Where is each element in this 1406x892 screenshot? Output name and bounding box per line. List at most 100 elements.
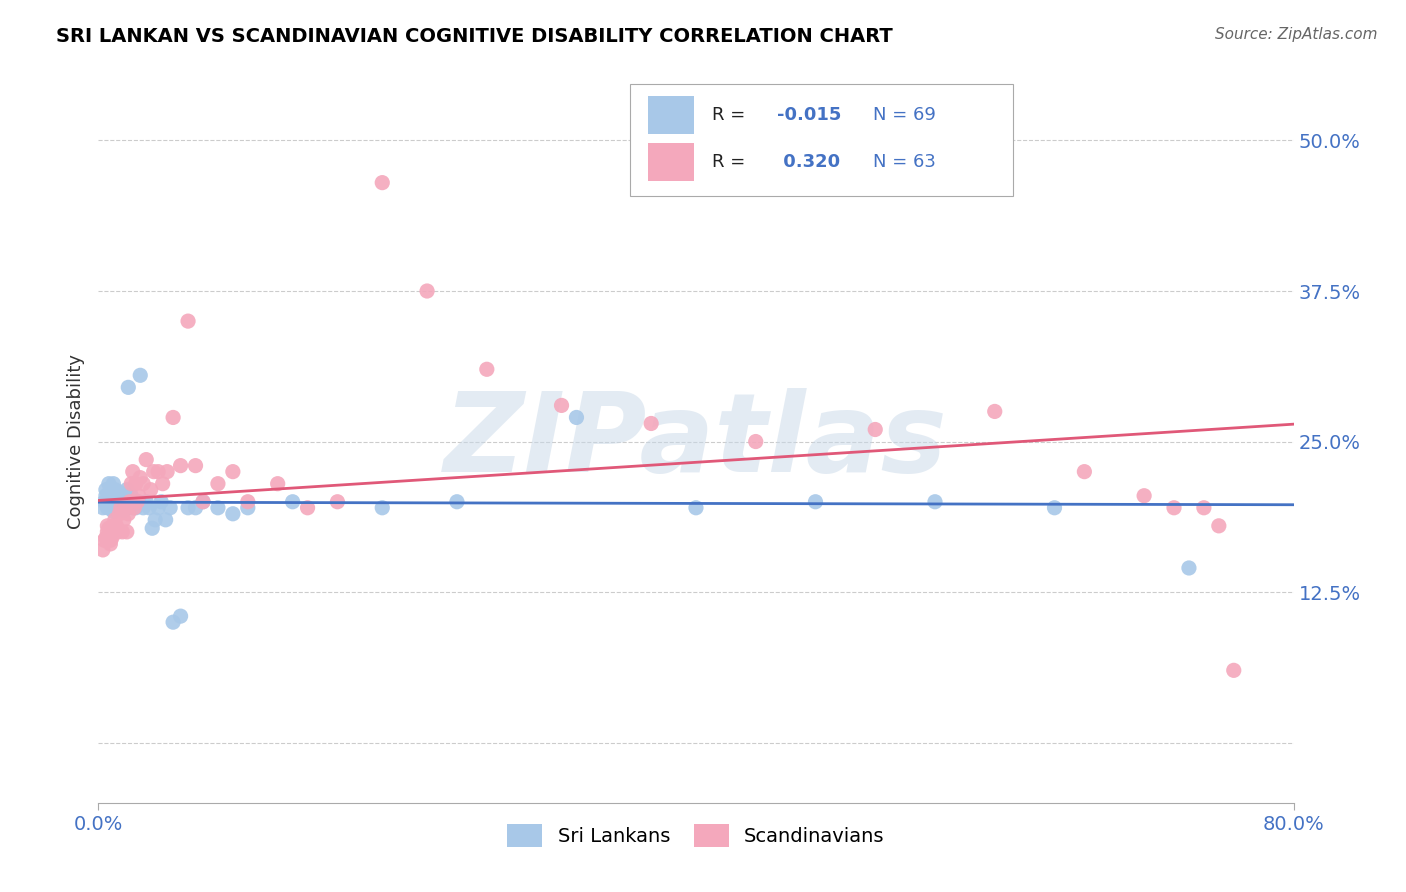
Point [1133,489,1156,503]
Point [97,528,120,542]
Point [110,500,132,515]
Point [103,476,125,491]
Point [162,410,184,425]
Point [745,434,768,449]
Point [97,500,120,515]
Point [103,489,125,503]
Point [91,500,114,515]
Point [156,465,179,479]
Point [159,500,181,515]
Point [91,542,114,557]
Point [1073,465,1095,479]
Point [118,494,141,508]
Point [371,176,394,190]
Point [104,513,127,527]
Point [475,362,498,376]
Point [139,483,162,497]
Point [124,494,146,508]
Text: ZIPatlas: ZIPatlas [444,388,948,495]
Point [94,489,117,503]
Point [112,503,135,517]
Point [326,494,349,508]
Point [98,533,122,548]
Point [924,494,946,508]
Point [1223,664,1246,678]
Point [1043,500,1066,515]
Point [107,500,129,515]
Point [97,489,120,503]
Point [128,489,150,503]
Point [114,500,136,515]
Point [97,521,120,535]
Point [169,609,191,624]
Point [98,489,122,503]
Point [105,494,128,508]
Point [101,494,124,508]
Point [143,513,166,527]
Point [135,452,157,467]
Point [93,494,115,508]
Point [93,533,115,548]
Point [108,494,131,508]
Text: R =: R = [711,106,751,124]
Point [804,494,827,508]
Point [110,500,132,515]
Y-axis label: Cognitive Disability: Cognitive Disability [66,354,84,529]
Point [984,404,1007,418]
Point [222,465,245,479]
Point [97,476,120,491]
Point [236,494,259,508]
Point [148,465,170,479]
Point [267,476,290,491]
Point [114,489,136,503]
Point [236,500,259,515]
Point [120,476,142,491]
Point [129,471,152,485]
Point [117,380,139,394]
Point [104,489,127,503]
Point [103,524,125,539]
Point [103,504,125,518]
Point [565,410,588,425]
Point [129,368,152,383]
Point [94,483,117,497]
Point [150,494,173,508]
Point [152,476,174,491]
Text: R =: R = [711,153,751,171]
FancyBboxPatch shape [648,96,693,134]
Point [177,500,200,515]
Point [207,476,229,491]
Point [169,458,191,473]
Point [128,494,150,508]
Point [105,519,128,533]
Point [1192,500,1215,515]
Point [118,494,141,508]
Point [98,537,122,551]
Point [103,519,125,533]
Point [94,531,117,545]
Point [98,494,122,508]
Point [101,531,124,545]
Point [550,398,572,412]
Text: N = 63: N = 63 [873,153,936,171]
Point [184,458,207,473]
Point [125,476,148,491]
Point [101,500,124,515]
Point [111,494,134,508]
Point [115,524,138,539]
Point [191,494,214,508]
Point [105,500,128,515]
FancyBboxPatch shape [630,84,1012,196]
Text: SRI LANKAN VS SCANDINAVIAN COGNITIVE DISABILITY CORRELATION CHART: SRI LANKAN VS SCANDINAVIAN COGNITIVE DIS… [56,27,893,45]
Point [155,513,177,527]
Point [1208,519,1230,533]
Point [281,494,304,508]
Point [142,465,165,479]
Point [127,494,149,508]
Point [108,507,131,521]
Point [446,494,468,508]
Point [121,465,143,479]
Point [640,417,662,431]
Point [371,500,394,515]
Point [1178,561,1201,575]
